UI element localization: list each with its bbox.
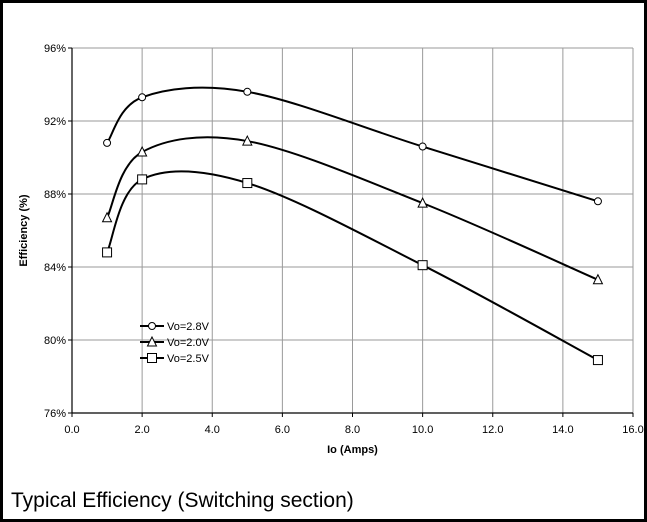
y-tick-label: 76% — [44, 408, 66, 420]
x-tick-label: 10.0 — [412, 424, 433, 436]
legend-marker-vo-2-8v — [148, 322, 156, 330]
data-point-vo-2-5v — [417, 260, 428, 271]
legend-label-vo-2-5v: Vo=2.5V — [167, 353, 210, 365]
data-point-vo-2-8v — [593, 197, 602, 206]
x-tick-label: 2.0 — [134, 424, 149, 436]
x-tick-label: 4.0 — [205, 424, 220, 436]
data-point-vo-2-0v — [417, 197, 428, 208]
data-point-vo-2-8v — [103, 138, 112, 147]
y-axis-label: Efficiency (%) — [18, 194, 30, 266]
data-point-vo-2-0v — [101, 211, 113, 223]
x-tick-label: 6.0 — [275, 424, 290, 436]
x-tick-label: 0.0 — [64, 424, 79, 436]
x-tick-label: 14.0 — [552, 424, 573, 436]
data-point-vo-2-0v — [136, 145, 148, 157]
y-tick-label: 88% — [44, 189, 66, 201]
legend-marker-vo-2-5v — [147, 353, 157, 363]
chart-caption: Typical Efficiency (Switching section) — [11, 489, 354, 512]
series-line-vo-2-8v — [106, 86, 599, 203]
legend-label-vo-2-8v: Vo=2.8V — [167, 321, 210, 333]
x-tick-label: 12.0 — [482, 424, 503, 436]
data-point-vo-2-5v — [592, 355, 603, 366]
x-tick-label: 8.0 — [345, 424, 360, 436]
y-tick-label: 96% — [44, 43, 66, 55]
y-tick-label: 92% — [44, 116, 66, 128]
x-tick-label: 16.0 — [622, 424, 643, 436]
series-line-vo-2-0v — [106, 136, 599, 281]
legend-marker-vo-2-0v — [146, 335, 158, 347]
data-point-vo-2-0v — [592, 273, 604, 285]
data-point-vo-2-0v — [242, 134, 253, 146]
data-point-vo-2-8v — [418, 142, 427, 151]
y-tick-label: 80% — [44, 335, 66, 347]
data-point-vo-2-5v — [242, 178, 253, 189]
y-tick-label: 84% — [44, 262, 66, 274]
data-point-vo-2-8v — [243, 87, 252, 96]
series-line-vo-2-5v — [106, 170, 599, 361]
efficiency-chart: 76% 80% 84% 88% 92% 96% 0.0 2.0 4.0 6.0 8.0 10.0 12.… — [18, 43, 644, 456]
legend-label-vo-2-0v: Vo=2.0V — [167, 337, 210, 349]
x-axis-label: Io (Amps) — [327, 444, 378, 456]
data-point-vo-2-5v — [102, 247, 113, 258]
data-point-vo-2-5v — [137, 174, 148, 185]
data-point-vo-2-8v — [138, 93, 147, 102]
